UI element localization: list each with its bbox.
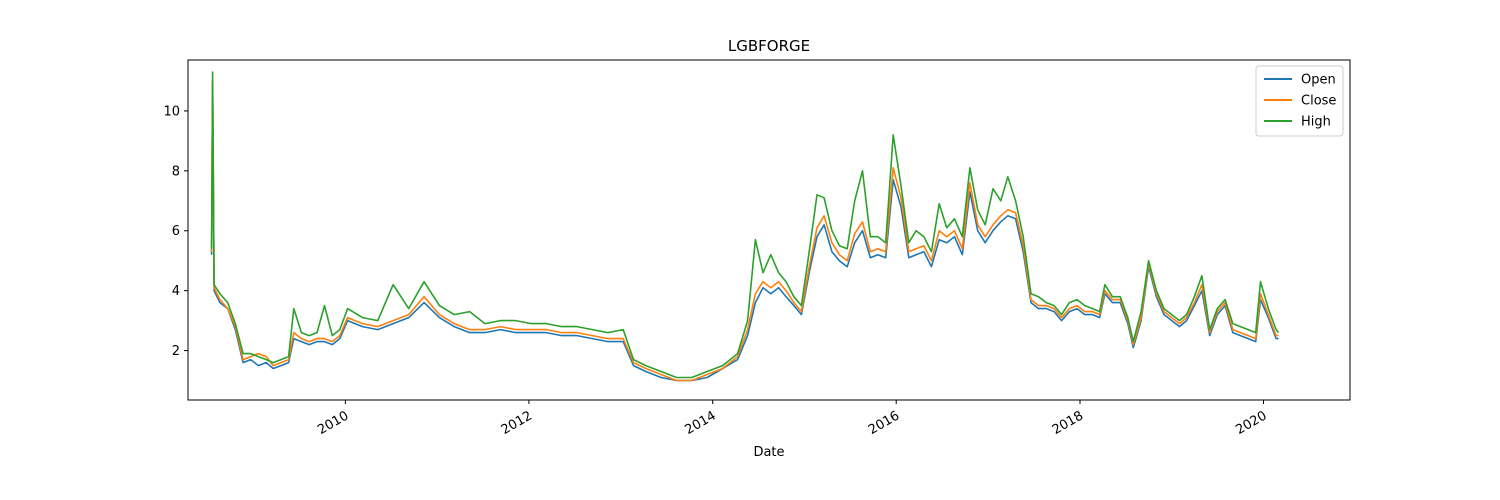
- series-line-open: [210, 80, 1279, 382]
- x-tick-label: 2012: [499, 408, 535, 438]
- legend-label-close: Close: [1301, 94, 1336, 109]
- chart-title: LGBFORGE: [728, 37, 810, 55]
- x-tick-label: 2018: [1050, 408, 1086, 438]
- series-line-high: [210, 71, 1280, 379]
- x-tick-label: 2014: [683, 408, 719, 438]
- legend-label-open: Open: [1301, 73, 1336, 88]
- legend: Open Close High: [1255, 65, 1344, 137]
- legend-box: [1255, 65, 1344, 137]
- legend-items: Open Close High: [1264, 73, 1336, 130]
- y-tick-label: 10: [163, 104, 180, 119]
- y-tick-label: 6: [172, 224, 180, 239]
- plot-frame: [187, 59, 1351, 401]
- y-tick-label: 2: [172, 344, 180, 359]
- series-layer: [210, 71, 1280, 382]
- x-tick-label: 2020: [1233, 408, 1269, 438]
- series-line-close: [210, 80, 1279, 382]
- y-tick-label: 4: [172, 284, 180, 299]
- y-tick-label: 8: [172, 164, 180, 179]
- legend-label-high: High: [1301, 115, 1331, 130]
- x-tick-label: 2010: [315, 408, 351, 438]
- y-axis: 2 4 6 8 10: [163, 104, 188, 359]
- x-tick-label: 2016: [866, 408, 902, 438]
- x-axis: 2010 2012 2014 2016 2018 2020: [315, 400, 1270, 438]
- x-axis-label: Date: [753, 445, 784, 460]
